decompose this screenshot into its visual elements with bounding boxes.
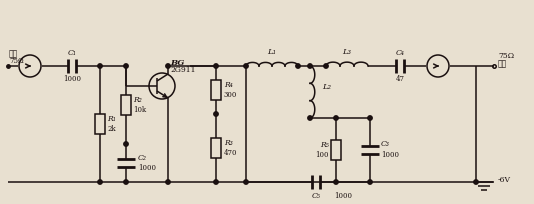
Text: BG: BG <box>170 59 184 67</box>
Text: L₂: L₂ <box>322 83 331 91</box>
Text: 输出: 输出 <box>498 60 507 68</box>
Text: -6V: -6V <box>498 176 511 184</box>
Circle shape <box>124 64 128 68</box>
Circle shape <box>308 64 312 68</box>
Text: L₃: L₃ <box>342 48 351 56</box>
Text: 300: 300 <box>224 91 238 99</box>
Text: 2G911: 2G911 <box>170 66 195 74</box>
Text: 1000: 1000 <box>63 75 81 83</box>
Text: R₄: R₄ <box>224 81 233 89</box>
Text: 2k: 2k <box>107 125 116 133</box>
Circle shape <box>214 180 218 184</box>
Circle shape <box>166 180 170 184</box>
Text: 100: 100 <box>316 151 329 159</box>
Circle shape <box>166 64 170 68</box>
FancyBboxPatch shape <box>211 80 221 100</box>
Text: 1000: 1000 <box>138 164 156 172</box>
FancyBboxPatch shape <box>121 95 131 115</box>
Text: R₅: R₅ <box>320 141 329 149</box>
Text: L₁: L₁ <box>268 48 277 56</box>
Circle shape <box>368 116 372 120</box>
Text: C₂: C₂ <box>138 154 147 162</box>
Text: 47: 47 <box>396 75 404 83</box>
Text: 75Ω: 75Ω <box>9 57 23 65</box>
Circle shape <box>334 116 338 120</box>
Text: 1000: 1000 <box>334 192 352 200</box>
Text: R₂: R₂ <box>133 96 142 104</box>
Circle shape <box>244 64 248 68</box>
Circle shape <box>98 180 102 184</box>
Circle shape <box>98 64 102 68</box>
Text: C₄: C₄ <box>396 49 404 57</box>
FancyBboxPatch shape <box>95 114 105 134</box>
Circle shape <box>214 64 218 68</box>
Circle shape <box>324 64 328 68</box>
Text: 75Ω: 75Ω <box>498 52 514 60</box>
Text: R₁: R₁ <box>107 115 116 123</box>
FancyBboxPatch shape <box>331 140 341 160</box>
FancyBboxPatch shape <box>211 138 221 158</box>
Text: 10k: 10k <box>133 106 146 114</box>
Circle shape <box>308 116 312 120</box>
Text: 输入: 输入 <box>9 50 18 58</box>
Circle shape <box>244 180 248 184</box>
Circle shape <box>474 180 478 184</box>
Text: C₃: C₃ <box>381 140 390 148</box>
Text: C₅: C₅ <box>311 192 320 200</box>
Circle shape <box>368 180 372 184</box>
Text: C₁: C₁ <box>68 49 76 57</box>
Circle shape <box>296 64 300 68</box>
Circle shape <box>124 180 128 184</box>
Circle shape <box>124 142 128 146</box>
Text: 470: 470 <box>224 149 238 157</box>
Circle shape <box>214 112 218 116</box>
Circle shape <box>334 180 338 184</box>
Text: R₃: R₃ <box>224 139 233 147</box>
Text: 1000: 1000 <box>381 151 399 159</box>
